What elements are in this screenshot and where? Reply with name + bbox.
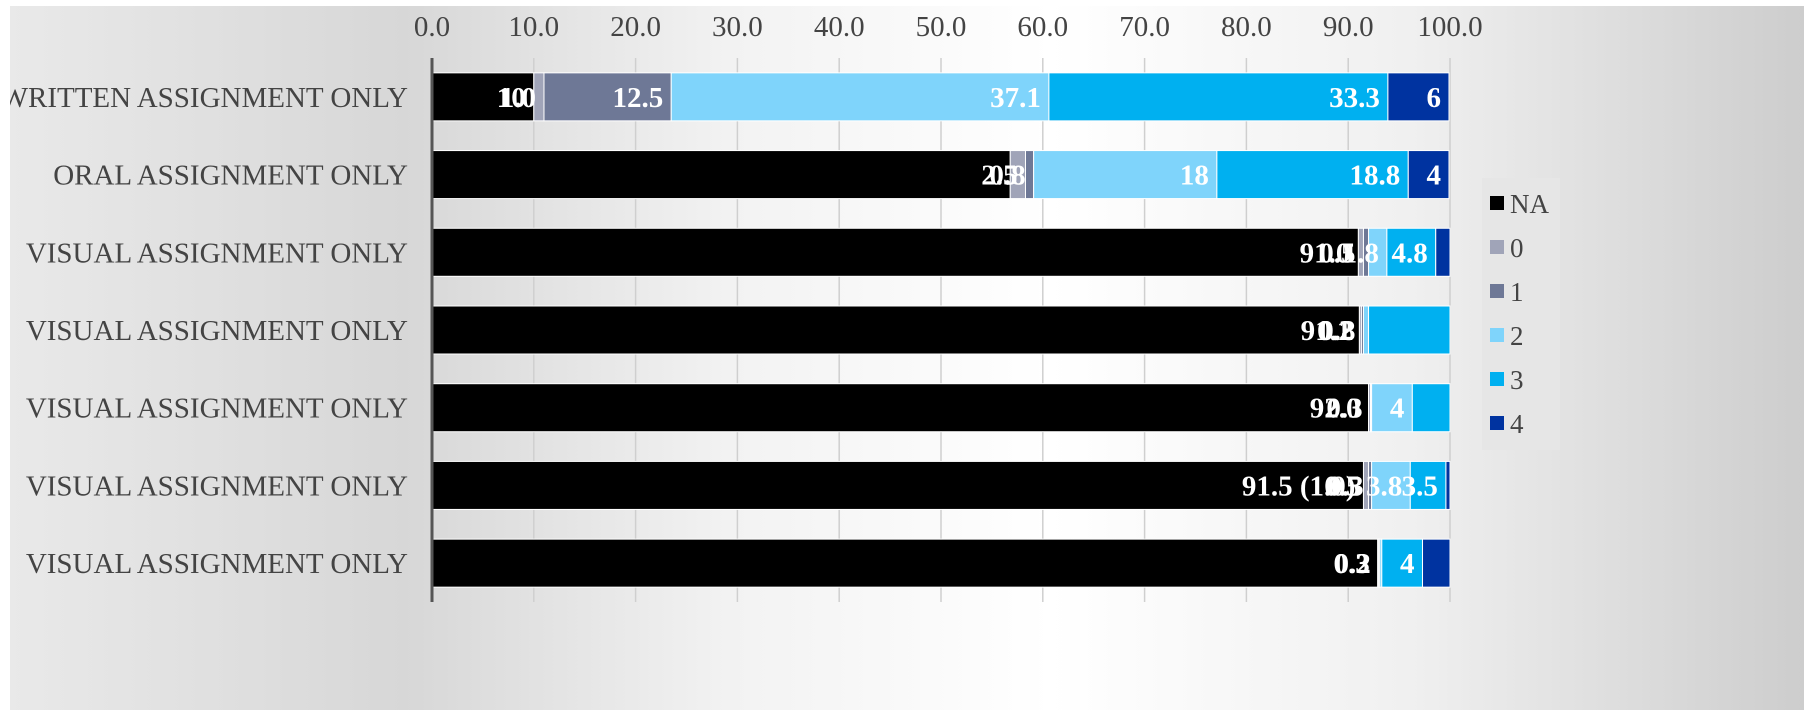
category-label: VISUAL ASSIGNMENT ONLY xyxy=(26,470,408,502)
data-label: 92.0 xyxy=(1310,393,1361,425)
bar-segment-NA xyxy=(431,305,1360,355)
legend-swatch xyxy=(1490,240,1504,254)
category-label: WRITTEN ASSIGNMENT ONLY xyxy=(10,82,408,114)
data-label: 3.8 xyxy=(1366,470,1402,502)
x-tick-label: 100.0 xyxy=(1417,11,1482,43)
data-label: 0.3 xyxy=(1333,548,1369,580)
legend-swatch xyxy=(1490,416,1504,430)
category-label: VISUAL ASSIGNMENT ONLY xyxy=(26,548,408,580)
legend-swatch xyxy=(1490,284,1504,298)
category-label: ORAL ASSIGNMENT ONLY xyxy=(53,160,408,192)
data-label: 0.3 xyxy=(1327,470,1363,502)
data-label: 18.8 xyxy=(1350,160,1401,192)
bar-segment-NA xyxy=(431,383,1370,433)
data-label: 18 xyxy=(1180,160,1209,192)
x-tick-label: 40.0 xyxy=(814,11,865,43)
data-label: 0.8 xyxy=(989,160,1025,192)
data-label: 33.3 xyxy=(1329,82,1380,114)
data-label: 91.0 xyxy=(1300,237,1351,269)
legend-label: NA xyxy=(1510,189,1549,219)
x-tick-label: 80.0 xyxy=(1221,11,1272,43)
bar-segment-NA xyxy=(431,460,1364,510)
x-tick-label: 0.0 xyxy=(414,11,450,43)
category-label: VISUAL ASSIGNMENT ONLY xyxy=(26,315,408,347)
x-tick-label: 70.0 xyxy=(1119,11,1170,43)
bar-segment-3 xyxy=(1411,383,1451,433)
category-label: VISUAL ASSIGNMENT ONLY xyxy=(26,237,408,269)
data-label: 2.5 xyxy=(981,160,1017,192)
bar-segment-3 xyxy=(1048,72,1389,122)
legend-label: 2 xyxy=(1510,321,1524,351)
bar-segment-4 xyxy=(1387,72,1450,122)
data-label: 0.3 xyxy=(1326,393,1362,425)
data-label: 0.2 xyxy=(1317,315,1353,347)
x-tick-label: 20.0 xyxy=(610,11,661,43)
bar-segment-4 xyxy=(1422,538,1451,588)
data-label: 4.8 xyxy=(1391,237,1427,269)
bar-segment-2 xyxy=(1362,305,1370,355)
legend-swatch xyxy=(1490,328,1504,342)
data-label: 0.2 xyxy=(1334,548,1370,580)
data-label: 0.5 xyxy=(1324,470,1360,502)
legend-label: 1 xyxy=(1510,277,1524,307)
data-label: 0.5 xyxy=(1319,237,1355,269)
bar-segment-4 xyxy=(1445,460,1451,510)
data-label: 91.1 xyxy=(1301,315,1352,347)
x-tick-label: 10.0 xyxy=(508,11,559,43)
data-label: 4 xyxy=(1390,393,1405,425)
data-label: 37.1 xyxy=(990,82,1041,114)
legend-label: 4 xyxy=(1510,409,1524,439)
bar-segment-4 xyxy=(1407,150,1450,200)
bar-segment-3 xyxy=(1409,460,1447,510)
data-label: 91.5 (1.0) xyxy=(1242,470,1356,502)
category-label: VISUAL ASSIGNMENT ONLY xyxy=(26,393,408,425)
x-tick-label: 30.0 xyxy=(712,11,763,43)
data-label: 12.5 xyxy=(612,82,663,114)
data-label: 6 xyxy=(1426,82,1441,114)
data-label: 1.0 xyxy=(500,82,536,114)
x-tick-label: 90.0 xyxy=(1323,11,1374,43)
legend-label: 0 xyxy=(1510,233,1524,263)
data-label: 3.5 xyxy=(1402,470,1438,502)
bar-segment-3 xyxy=(1216,150,1409,200)
bar-segment-NA xyxy=(431,150,1011,200)
bar-segment-3 xyxy=(1368,305,1451,355)
bar-segment-NA xyxy=(431,538,1379,588)
bar-segment-2 xyxy=(1371,383,1413,433)
legend-label: 3 xyxy=(1510,365,1524,395)
legend-swatch xyxy=(1490,372,1504,386)
chart-svg: 0.0 10.0 20.0 30.0 40.0 50.0 60.0 70.0 80.0 90.0 1… xyxy=(10,11,1560,602)
x-tick-label: 50.0 xyxy=(916,11,967,43)
legend-swatch xyxy=(1490,196,1504,210)
bar-segment-4 xyxy=(1435,227,1451,277)
bar-segment-NA xyxy=(431,227,1359,277)
bar-segment-1 xyxy=(543,72,672,122)
bar-segment-3 xyxy=(1386,227,1437,277)
bar-segment-3 xyxy=(1381,538,1424,588)
data-label: 10 xyxy=(497,82,526,114)
bar-segment-2 xyxy=(670,72,1050,122)
bar-segment-1 xyxy=(1024,150,1035,200)
legend-box xyxy=(1482,178,1560,450)
data-label: 4 xyxy=(1400,548,1415,580)
data-label: 1.8 xyxy=(1343,237,1379,269)
data-label: 0.8 xyxy=(1319,315,1355,347)
bar-segment-2 xyxy=(1371,460,1411,510)
data-label: 4 xyxy=(1426,160,1441,192)
stacked-bar-chart: 0.0 10.0 20.0 30.0 40.0 50.0 60.0 70.0 80.0 90.0 1… xyxy=(10,6,1804,710)
x-tick-label: 60.0 xyxy=(1017,11,1068,43)
